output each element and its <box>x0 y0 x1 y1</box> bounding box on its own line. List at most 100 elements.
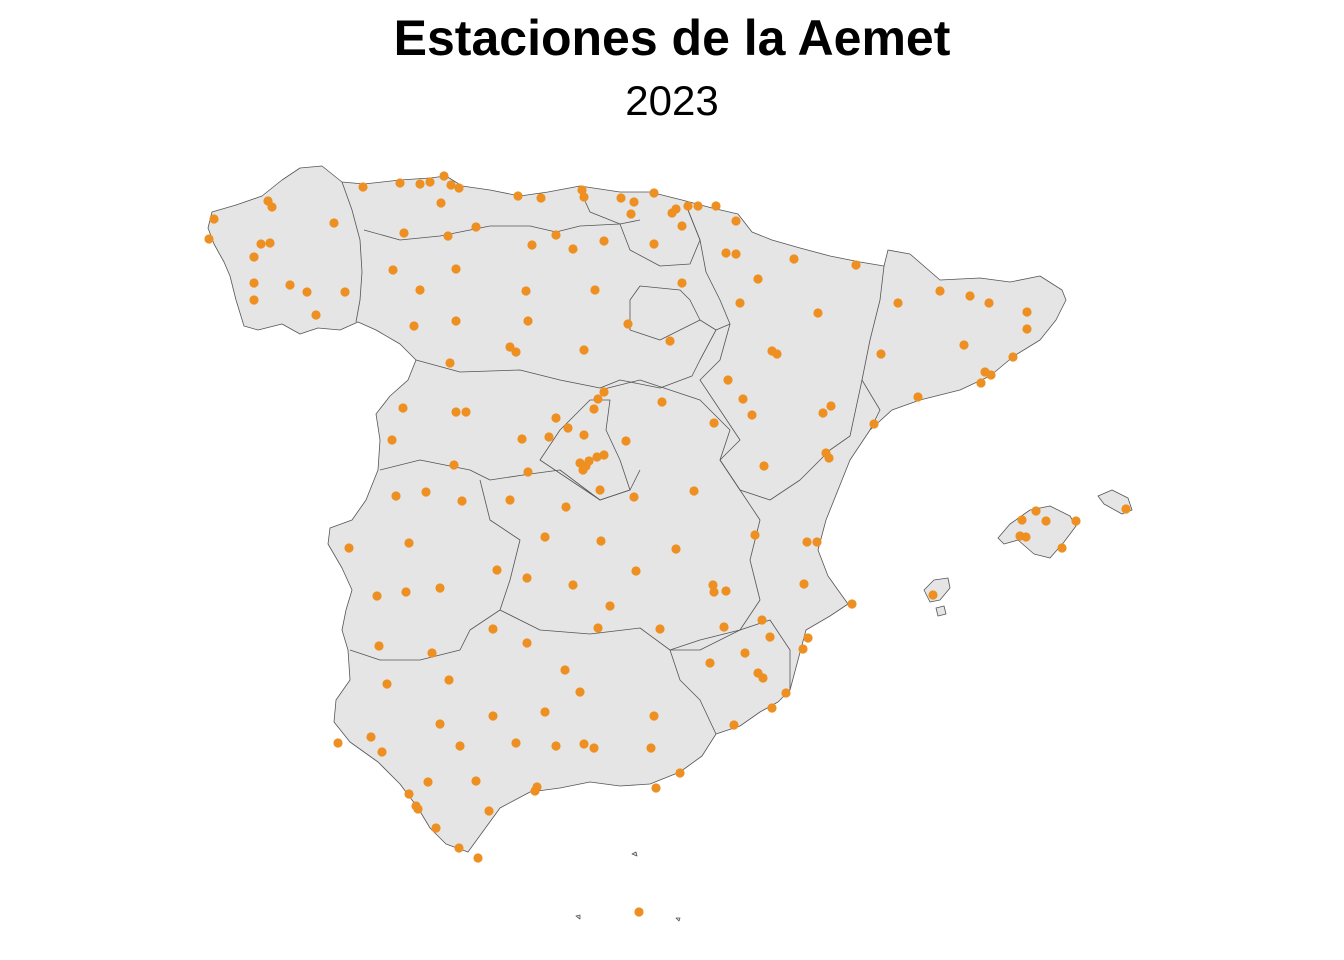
station-point <box>285 280 295 290</box>
station-point <box>592 452 602 462</box>
station-point <box>599 450 609 460</box>
station-point <box>665 336 675 346</box>
station-point <box>445 358 455 368</box>
station-point <box>439 171 449 181</box>
station-point <box>584 456 594 466</box>
station-point <box>629 197 639 207</box>
station-point <box>382 679 392 689</box>
station-point <box>377 747 387 757</box>
station-point <box>671 204 681 214</box>
station-point <box>449 460 459 470</box>
station-point <box>1022 307 1032 317</box>
station-point <box>395 178 405 188</box>
station-point <box>540 532 550 542</box>
station-point <box>551 413 561 423</box>
station-point <box>551 741 561 751</box>
station-point <box>689 486 699 496</box>
station-point <box>1021 532 1031 542</box>
station-point <box>721 586 731 596</box>
station-point <box>626 209 636 219</box>
station-point <box>657 397 667 407</box>
station-point <box>401 587 411 597</box>
land-layer <box>207 165 1133 922</box>
station-point <box>984 298 994 308</box>
station-point <box>563 423 573 433</box>
station-point <box>731 249 741 259</box>
station-point <box>847 599 857 609</box>
station-point <box>649 188 659 198</box>
station-point <box>256 239 266 249</box>
station-point <box>723 375 733 385</box>
station-point <box>561 502 571 512</box>
station-point <box>399 228 409 238</box>
station-point <box>488 624 498 634</box>
border-galicia <box>341 181 363 323</box>
station-point <box>372 591 382 601</box>
station-point <box>435 719 445 729</box>
station-point <box>267 202 277 212</box>
station-point <box>1121 504 1131 514</box>
station-point <box>544 432 554 442</box>
station-point <box>1031 506 1041 516</box>
station-point <box>484 806 494 816</box>
station-point <box>709 418 719 428</box>
station-point <box>651 783 661 793</box>
station-point <box>802 537 812 547</box>
station-point <box>374 641 384 651</box>
station-point <box>568 580 578 590</box>
station-point <box>623 319 633 329</box>
station-point <box>436 198 446 208</box>
station-point <box>683 201 693 211</box>
station-point <box>457 496 467 506</box>
station-point <box>444 675 454 685</box>
station-point <box>522 573 532 583</box>
station-point <box>959 340 969 350</box>
station-point <box>358 182 368 192</box>
station-point <box>522 638 532 648</box>
map-title: Estaciones de la Aemet <box>393 10 951 66</box>
station-point <box>249 252 259 262</box>
station-point <box>333 738 343 748</box>
station-point <box>709 587 719 597</box>
station-point <box>391 491 401 501</box>
station-point <box>1057 543 1067 553</box>
station-point <box>492 565 502 575</box>
station-point <box>388 265 398 275</box>
station-point <box>677 221 687 231</box>
mallorca <box>997 505 1077 559</box>
station-point <box>527 240 537 250</box>
station-point <box>577 185 587 195</box>
border-extremadura <box>349 479 521 661</box>
station-point <box>824 453 834 463</box>
station-point <box>675 768 685 778</box>
station-point <box>812 537 822 547</box>
station-point <box>671 544 681 554</box>
station-point <box>415 179 425 189</box>
station-point <box>928 590 938 600</box>
station-point <box>579 430 589 440</box>
map-subtitle: 2023 <box>625 77 719 124</box>
station-point <box>302 287 312 297</box>
station-point <box>913 392 923 402</box>
station-point <box>523 316 533 326</box>
station-point <box>593 623 603 633</box>
station-point <box>767 703 777 713</box>
station-point <box>209 214 219 224</box>
station-point <box>471 222 481 232</box>
melilla <box>575 914 681 922</box>
station-point <box>366 732 376 742</box>
station-point <box>579 192 589 202</box>
ceuta <box>631 851 638 857</box>
station-point <box>750 530 760 540</box>
station-point <box>781 688 791 698</box>
station-point <box>421 487 431 497</box>
station-point <box>705 658 715 668</box>
station-point <box>798 644 808 654</box>
formentera <box>935 605 947 617</box>
station-point <box>446 180 456 190</box>
border-cantabria-euskadi <box>579 189 701 267</box>
station-point <box>976 378 986 388</box>
station-point <box>869 419 879 429</box>
station-point <box>1008 352 1018 362</box>
